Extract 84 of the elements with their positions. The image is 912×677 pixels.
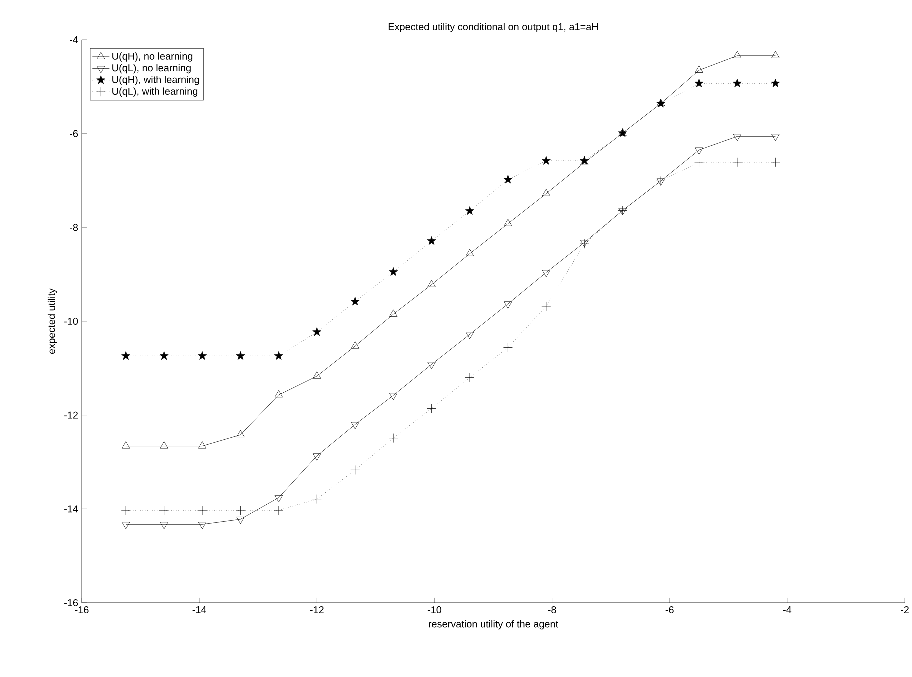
point — [350, 466, 360, 475]
point — [274, 495, 284, 503]
point — [542, 270, 551, 278]
point — [732, 78, 742, 88]
y-tick-label: -12 — [64, 412, 78, 419]
point — [122, 352, 131, 360]
point — [427, 236, 436, 246]
point — [236, 352, 246, 360]
chart-title: Expected utility conditional on output q1, a1=aH — [388, 23, 598, 32]
legend-label: U(qL), with learning — [112, 88, 198, 97]
point — [274, 506, 284, 516]
legend-label: U(qL), no learning — [112, 64, 191, 74]
x-axis-title: reservation utility of the agent — [429, 620, 558, 630]
x-tick-label: -8 — [548, 606, 556, 614]
point — [198, 522, 207, 530]
point — [388, 434, 398, 444]
point — [504, 175, 513, 184]
point — [733, 51, 742, 58]
point — [274, 390, 284, 398]
y-tick-label: -4 — [70, 36, 78, 44]
point — [274, 352, 284, 360]
point — [160, 442, 168, 449]
y-tick-label: -6 — [70, 130, 78, 138]
point — [694, 158, 704, 168]
point — [198, 442, 207, 449]
point — [351, 422, 360, 430]
point — [160, 352, 169, 360]
point — [618, 206, 628, 216]
point — [732, 158, 742, 168]
point — [656, 178, 666, 186]
point — [427, 404, 436, 414]
point — [236, 517, 245, 524]
point — [351, 342, 360, 349]
y-axis-title: expected utility — [48, 288, 58, 354]
point — [770, 158, 780, 168]
point — [465, 373, 475, 382]
point — [466, 206, 474, 216]
point — [504, 219, 512, 226]
point — [389, 268, 398, 276]
point — [160, 522, 168, 530]
x-tick-label: -14 — [192, 606, 206, 614]
point — [618, 208, 627, 216]
point — [312, 328, 322, 336]
point — [504, 302, 512, 309]
y-tick-label: -16 — [64, 599, 78, 607]
point — [121, 506, 131, 516]
point — [771, 78, 780, 88]
point — [542, 156, 551, 165]
point — [542, 189, 551, 196]
point — [198, 506, 208, 516]
point — [160, 506, 170, 516]
point — [466, 249, 474, 256]
point — [236, 430, 245, 438]
point — [695, 66, 704, 73]
point — [504, 343, 513, 352]
point — [313, 372, 322, 379]
x-tick-label: -12 — [310, 606, 324, 614]
y-tick-label: -10 — [64, 318, 78, 326]
point — [122, 442, 130, 449]
point — [694, 78, 704, 88]
point — [122, 522, 130, 530]
x-tick-label: -6 — [666, 606, 674, 614]
x-tick-label: -16 — [75, 606, 89, 614]
point — [656, 176, 666, 186]
point — [428, 362, 436, 370]
point — [695, 148, 704, 155]
point — [236, 506, 246, 516]
point — [542, 302, 552, 312]
point — [428, 280, 436, 288]
legend-label: U(qH), with learning — [112, 76, 200, 86]
point — [198, 352, 207, 360]
point — [772, 51, 780, 58]
point — [389, 393, 398, 400]
x-tick-label: -4 — [783, 606, 792, 614]
point — [389, 310, 398, 317]
x-tick-label: -2 — [901, 606, 909, 614]
y-tick-label: -14 — [64, 506, 78, 513]
point — [350, 297, 360, 306]
point — [466, 332, 474, 340]
point — [313, 454, 322, 461]
point — [312, 494, 322, 504]
legend-label: U(qH), no learning — [112, 52, 193, 62]
x-tick-label: -10 — [428, 606, 442, 614]
y-tick-label: -8 — [70, 224, 78, 232]
